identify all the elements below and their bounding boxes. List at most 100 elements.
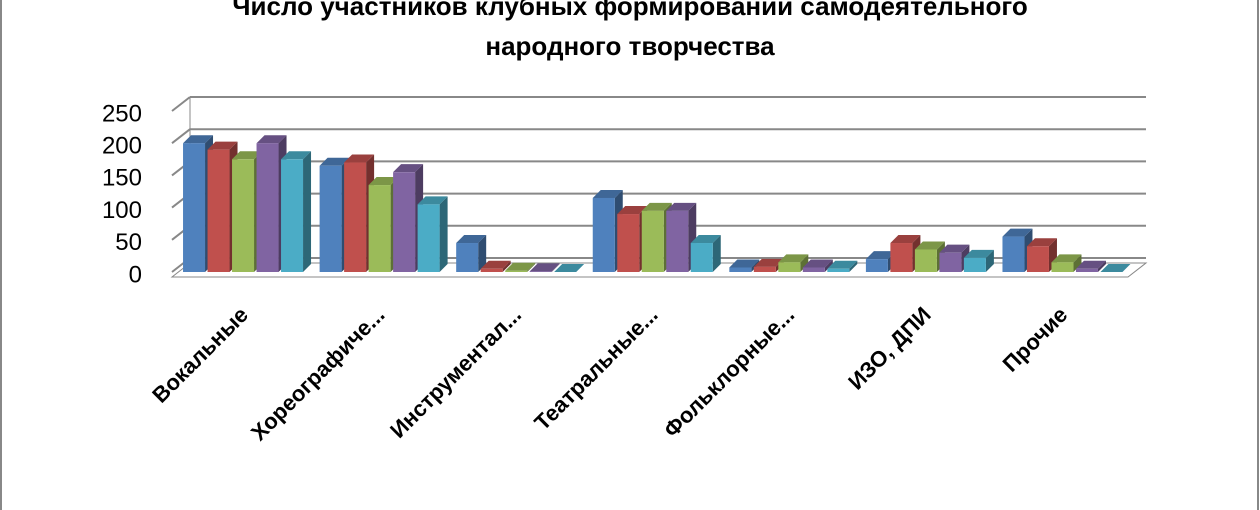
bar-top (729, 259, 760, 268)
bar-top (256, 135, 287, 144)
y-tick-label: 150 (102, 165, 142, 192)
bar-side (1097, 260, 1106, 272)
bar-front (939, 252, 962, 272)
bar (1026, 238, 1057, 272)
bar-side (502, 260, 511, 272)
bar-side (303, 151, 312, 272)
bar-top (480, 260, 511, 269)
bar-front (344, 162, 367, 272)
bar-front (592, 197, 615, 272)
chart-title: Число участников клубных формирований са… (232, 0, 1028, 61)
bar-side (849, 260, 858, 272)
bar-top (778, 254, 809, 263)
bar-front (1051, 262, 1074, 272)
bar (480, 260, 511, 272)
bar-front (281, 159, 304, 272)
bar (505, 262, 536, 272)
bar (529, 263, 560, 272)
bar-front (1026, 246, 1049, 272)
bar-side (478, 235, 487, 272)
bar-front (232, 159, 255, 272)
bar-front (319, 165, 342, 272)
bar-front (256, 143, 279, 272)
bar-top (281, 151, 312, 160)
bar-top (183, 135, 214, 144)
bar-top (207, 141, 238, 150)
bar (417, 196, 448, 272)
bar-top (232, 151, 263, 160)
bar (456, 235, 487, 272)
bar-top (641, 202, 672, 211)
title-line: Число участников клубных формирований са… (232, 0, 1028, 21)
bar-top (1075, 260, 1106, 269)
y-tick-label: 100 (102, 197, 142, 224)
bar (778, 254, 809, 272)
bar (914, 241, 945, 272)
bar-front (729, 267, 752, 272)
grid-line-side (171, 128, 191, 144)
y-tick-label: 200 (102, 133, 142, 160)
bar-front (890, 243, 913, 272)
bar-front (914, 249, 937, 272)
bar-side (800, 254, 809, 272)
bar-front (1075, 268, 1098, 272)
bar-top (344, 154, 375, 163)
bar-top (1100, 264, 1131, 272)
bar-front (617, 214, 640, 272)
bar-front (690, 243, 713, 272)
bar-top (666, 202, 697, 211)
bar (1051, 254, 1082, 272)
bar-side (824, 259, 833, 272)
bar (281, 151, 312, 272)
title-line: народного творчества (485, 31, 775, 61)
bar-top (690, 235, 721, 244)
y-tick-label: 250 (102, 100, 142, 127)
bar-top (1026, 238, 1057, 247)
bar-top (802, 259, 833, 268)
bar (666, 202, 697, 272)
bar (802, 259, 833, 272)
bar-front (753, 266, 776, 272)
bar-side (712, 235, 721, 272)
bar-side (527, 262, 536, 272)
bar-top (914, 241, 945, 250)
bar-side (985, 249, 994, 272)
bar-front (641, 210, 664, 272)
bar-top (827, 260, 858, 269)
bar-front (207, 149, 230, 272)
bar-front (827, 268, 850, 272)
bar-top (1002, 228, 1033, 237)
bar-top (417, 196, 448, 205)
bar (963, 249, 994, 272)
bar-front (417, 204, 440, 272)
bar-side (1073, 254, 1082, 272)
bar-top (865, 251, 896, 260)
bar-top (393, 164, 424, 173)
bar-front (505, 270, 528, 272)
y-tick-label: 50 (115, 229, 142, 256)
bar (1075, 260, 1106, 272)
bar-top (963, 249, 994, 258)
bar (690, 235, 721, 272)
bar-front (456, 243, 479, 272)
grid-line-side (171, 96, 191, 112)
bar (554, 264, 585, 272)
bar-front (778, 262, 801, 272)
bar (1100, 264, 1131, 272)
bar-top (456, 235, 487, 244)
bar-front (802, 267, 825, 272)
bar-front (393, 172, 416, 272)
bar-top (890, 235, 921, 244)
bar-front (183, 143, 206, 272)
bar-front (1002, 236, 1025, 272)
y-tick-label: 0 (129, 261, 142, 288)
bar-front (666, 210, 689, 272)
bar-side (439, 196, 448, 272)
bar-top (617, 206, 648, 215)
bar (827, 260, 858, 272)
bar-front (529, 271, 552, 272)
bar-top (753, 258, 784, 267)
bar-top (939, 244, 970, 253)
bar-front (480, 268, 503, 272)
